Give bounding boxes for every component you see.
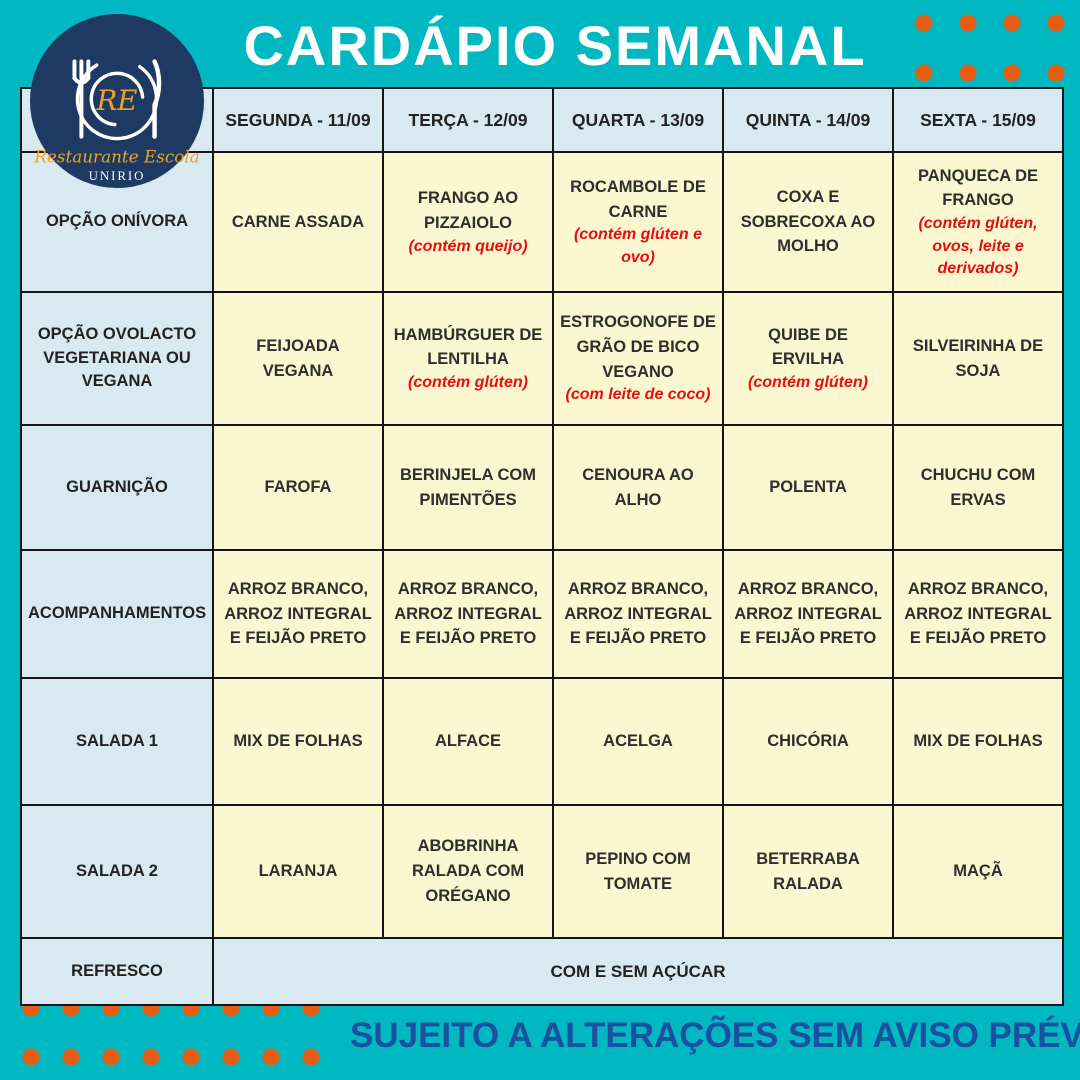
allergen-note: (contém glúten) [408,374,528,392]
dish-name: ACELGA [603,732,673,751]
allergen-note: (contém glúten) [748,374,868,392]
menu-cell: CENOURA AO ALHO [552,424,724,551]
row-label: SALADA 1 [20,677,214,806]
dish-name: FAROFA [264,478,332,497]
menu-cell: CHICÓRIA [722,677,894,806]
menu-cell: HAMBÚRGUER DE LENTILHA (contém glúten) [382,291,554,426]
dish-name: ABOBRINHA RALADA COM ORÉGANO [411,837,525,905]
dish-name: QUIBE DE ERVILHA [768,325,848,369]
menu-cell: ABOBRINHA RALADA COM ORÉGANO [382,804,554,939]
menu-cell: POLENTA [722,424,894,551]
logo-initials: RE [95,84,137,117]
dots-pattern-top-right [915,14,1080,84]
dish-name: MAÇÃ [953,862,1003,881]
menu-cell: MIX DE FOLHAS [892,677,1064,806]
dish-name: FEIJOADA VEGANA [256,336,340,380]
allergen-note: (contém glúten, ovos, leite e derivados) [918,215,1038,277]
dish-name: ROCAMBOLE DE CARNE [570,177,706,221]
dish-name: CARNE ASSADA [231,212,365,231]
menu-cell: MIX DE FOLHAS [212,677,384,806]
menu-cell: FEIJOADA VEGANA [212,291,384,426]
row-label: REFRESCO [20,937,214,1006]
menu-cell: LARANJA [212,804,384,939]
logo-name: Restaurante Escola [33,146,199,166]
dish-name: BERINJELA COM PIMENTÕES [400,465,536,509]
dish-name: ARROZ BRANCO, ARROZ INTEGRAL E FEIJÃO PR… [224,579,372,648]
allergen-note: (contém glúten e ovo) [573,226,702,266]
menu-cell: COXA E SOBRECOXA AO MOLHO [722,151,894,293]
menu-cell: QUIBE DE ERVILHA (contém glúten) [722,291,894,426]
table-row-ovolacto: OPÇÃO OVOLACTO VEGETARIANA OU VEGANA FEI… [20,291,1064,426]
menu-cell: CARNE ASSADA [212,151,384,293]
menu-cell: ROCAMBOLE DE CARNE (contém glúten e ovo) [552,151,724,293]
dish-name: PANQUECA DE FRANGO [917,166,1039,210]
dish-name: ARROZ BRANCO, ARROZ INTEGRAL E FEIJÃO PR… [394,579,542,648]
day-header-tuesday: TERÇA - 12/09 [382,87,554,153]
dish-name: MIX DE FOLHAS [913,732,1043,751]
logo-circle [29,13,205,189]
menu-cell: FRANGO AO PIZZAIOLO (contém queijo) [382,151,554,293]
row-label: OPÇÃO OVOLACTO VEGETARIANA OU VEGANA [20,291,214,426]
dish-name: ARROZ BRANCO, ARROZ INTEGRAL E FEIJÃO PR… [904,579,1052,648]
menu-cell: FAROFA [212,424,384,551]
day-header-monday: SEGUNDA - 11/09 [212,87,384,153]
table-row-refresco: REFRESCO COM E SEM AÇÚCAR [20,937,1064,1006]
menu-cell: SILVEIRINHA DE SOJA [892,291,1064,426]
disclaimer-text: SUJEITO A ALTERAÇÕES SEM AVISO PRÉVIO! [350,1016,1080,1055]
menu-cell: CHUCHU COM ERVAS [892,424,1064,551]
restaurant-logo: RE Restaurante Escola UNIRIO [29,13,205,189]
dish-name: ALFACE [435,732,501,751]
dish-name: CHUCHU COM ERVAS [920,465,1036,509]
menu-cell: BERINJELA COM PIMENTÕES [382,424,554,551]
allergen-note: (com leite de coco) [565,386,711,404]
dish-name: SILVEIRINHA DE SOJA [912,336,1044,380]
day-header-thursday: QUINTA - 14/09 [722,87,894,153]
dots-pattern-bottom-left [22,999,342,1069]
dish-name: HAMBÚRGUER DE LENTILHA [393,325,543,369]
logo-org: UNIRIO [89,169,146,183]
dish-name: CHICÓRIA [767,732,849,751]
day-header-wednesday: QUARTA - 13/09 [552,87,724,153]
dish-name: MIX DE FOLHAS [233,732,363,751]
menu-cell: PEPINO COM TOMATE [552,804,724,939]
menu-cell: ACELGA [552,677,724,806]
dish-name: ARROZ BRANCO, ARROZ INTEGRAL E FEIJÃO PR… [734,579,882,648]
table-row-guarnicao: GUARNIÇÃO FAROFA BERINJELA COM PIMENTÕES… [20,424,1064,551]
table-row-acompanhamentos: ACOMPANHAMENTOS ARROZ BRANCO, ARROZ INTE… [20,549,1064,679]
menu-cell: BETERRABA RALADA [722,804,894,939]
row-label: GUARNIÇÃO [20,424,214,551]
refresco-value-cell: COM E SEM AÇÚCAR [212,937,1064,1006]
dish-name: CENOURA AO ALHO [582,465,694,509]
menu-cell: ARROZ BRANCO, ARROZ INTEGRAL E FEIJÃO PR… [552,549,724,679]
menu-cell: ARROZ BRANCO, ARROZ INTEGRAL E FEIJÃO PR… [722,549,894,679]
page-title: CARDÁPIO SEMANAL [243,14,867,77]
dish-name: FRANGO AO PIZZAIOLO [417,189,519,232]
row-label: SALADA 2 [20,804,214,939]
dish-name: COXA E SOBRECOXA AO MOLHO [740,187,876,256]
table-row-salada1: SALADA 1 MIX DE FOLHAS ALFACE ACELGA CHI… [20,677,1064,806]
table-row-salada2: SALADA 2 LARANJA ABOBRINHA RALADA COM OR… [20,804,1064,939]
menu-cell: ARROZ BRANCO, ARROZ INTEGRAL E FEIJÃO PR… [892,549,1064,679]
table-row-onivora: OPÇÃO ONÍVORA CARNE ASSADA FRANGO AO PIZ… [20,151,1064,293]
dish-name: ARROZ BRANCO, ARROZ INTEGRAL E FEIJÃO PR… [564,579,712,648]
dish-name: PEPINO COM TOMATE [585,849,691,893]
menu-cell: ESTROGONOFE DE GRÃO DE BICO VEGANO (com l… [552,291,724,426]
dish-name: ESTROGONOFE DE GRÃO DE BICO VEGANO [560,313,716,381]
dish-name: BETERRABA RALADA [756,849,860,893]
menu-cell: ARROZ BRANCO, ARROZ INTEGRAL E FEIJÃO PR… [382,549,554,679]
menu-cell: MAÇÃ [892,804,1064,939]
allergen-note: (contém queijo) [408,237,528,255]
day-header-friday: SEXTA - 15/09 [892,87,1064,153]
menu-cell: PANQUECA DE FRANGO (contém glúten, ovos, … [892,151,1064,293]
weekly-menu-table: SEGUNDA - 11/09 TERÇA - 12/09 QUARTA - 1… [20,87,1064,1006]
menu-cell: ALFACE [382,677,554,806]
dish-name: POLENTA [769,478,847,497]
row-label: ACOMPANHAMENTOS [20,549,214,679]
plate-icon [75,57,159,141]
dish-name: LARANJA [258,862,338,881]
menu-cell: ARROZ BRANCO, ARROZ INTEGRAL E FEIJÃO PR… [212,549,384,679]
